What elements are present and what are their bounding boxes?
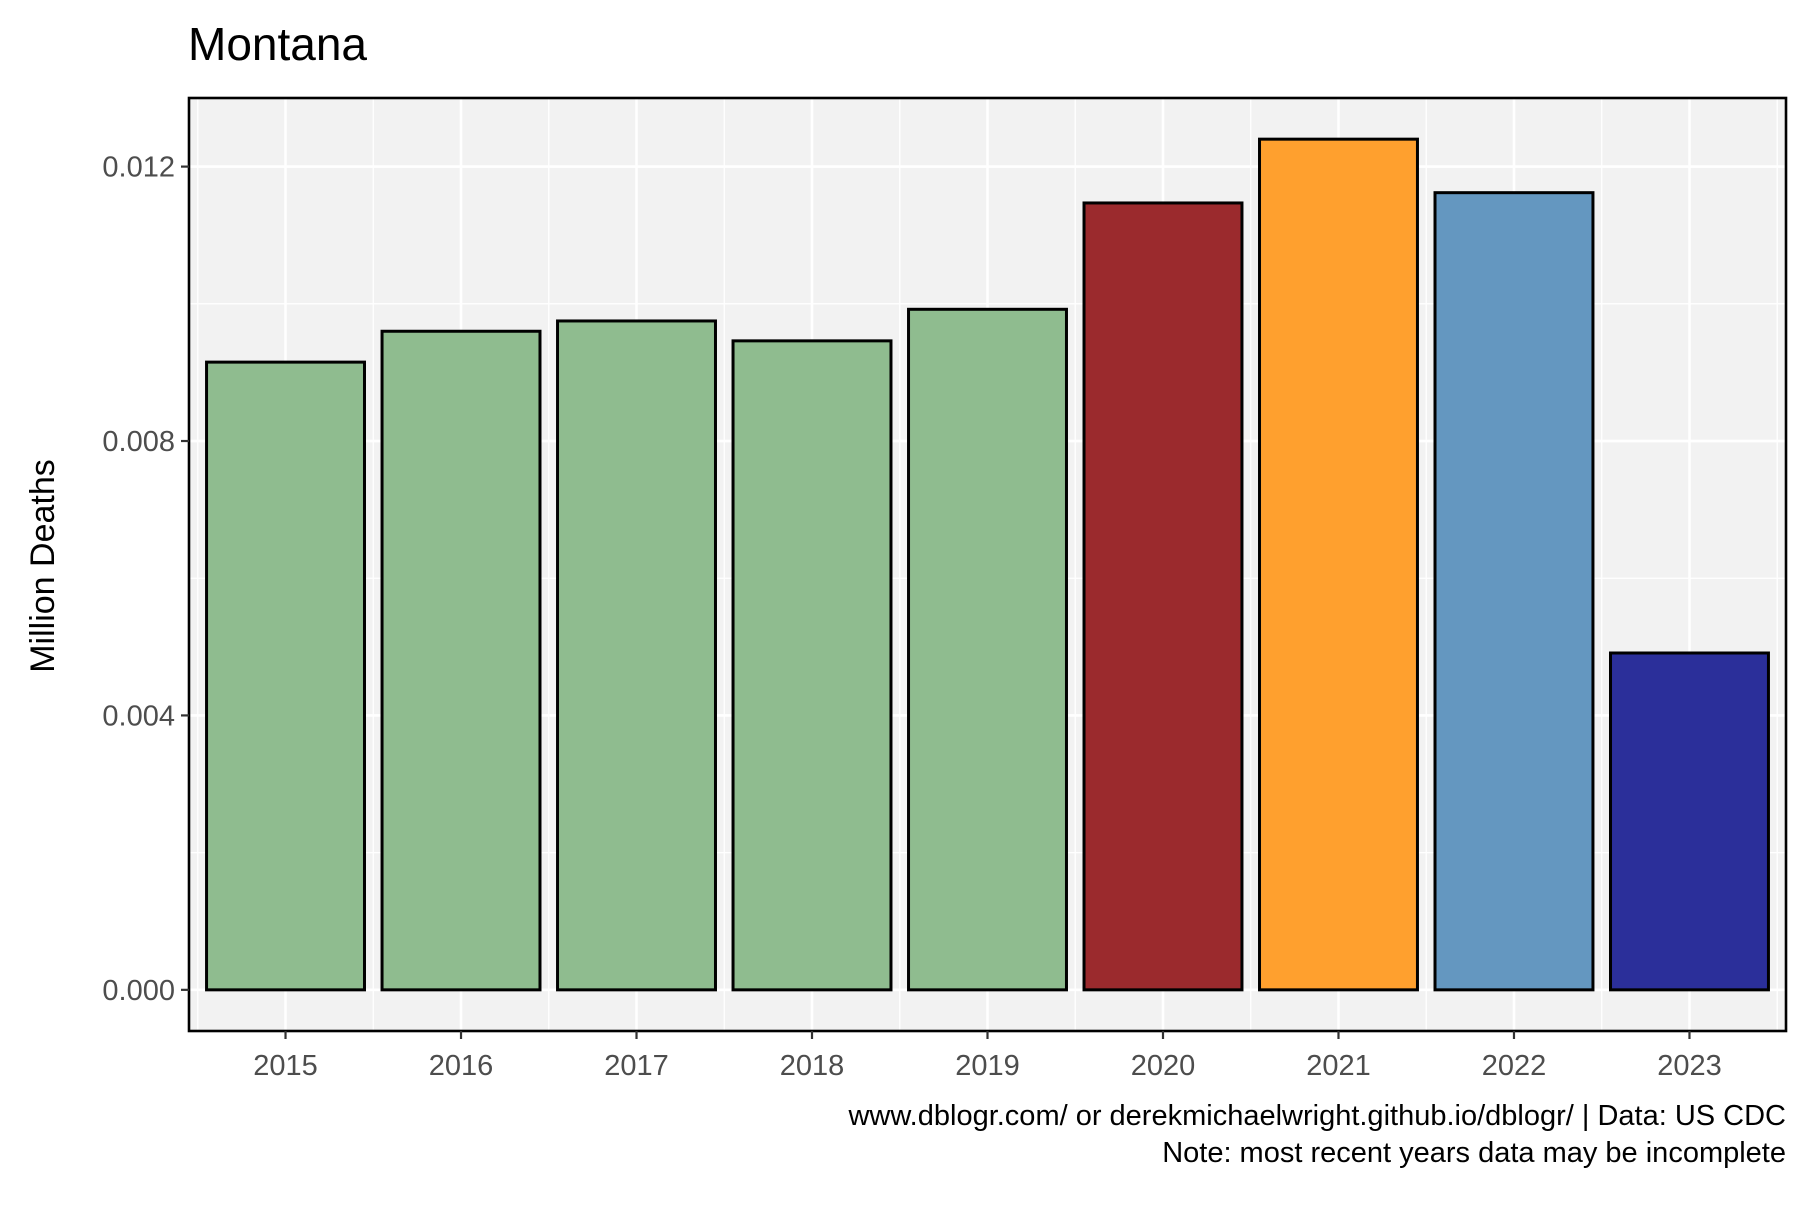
bar-2019 (907, 307, 1068, 992)
x-tick-label: 2016 (429, 1050, 494, 1082)
chart-title: Montana (188, 18, 367, 70)
caption-line-1: www.dblogr.com/ or derekmichaelwright.gi… (847, 1100, 1786, 1132)
y-tick-label: 0.004 (102, 700, 175, 732)
bar-2016 (380, 329, 542, 992)
x-tick-label: 2023 (1657, 1050, 1722, 1082)
bar-2022 (1433, 191, 1595, 992)
x-tick-label: 2017 (604, 1050, 669, 1082)
bar-2021 (1258, 137, 1419, 992)
y-tick-label: 0.008 (102, 426, 175, 458)
x-tick-label: 2019 (955, 1050, 1020, 1082)
x-tick-label: 2022 (1482, 1050, 1547, 1082)
y-tick-label: 0.000 (102, 975, 175, 1007)
bar-2015 (205, 360, 366, 992)
caption-line-2: Note: most recent years data may be inco… (1162, 1137, 1786, 1169)
bar-2017 (556, 319, 717, 992)
y-axis-label: Million Deaths (24, 459, 62, 673)
x-tick-label: 2018 (780, 1050, 845, 1082)
bar-2018 (731, 339, 893, 992)
bar-2023 (1609, 651, 1770, 992)
y-tick-label: 0.012 (102, 152, 175, 184)
x-tick-label: 2015 (253, 1050, 318, 1082)
bar-2020 (1082, 201, 1244, 992)
x-tick-label: 2021 (1306, 1050, 1371, 1082)
x-tick-label: 2020 (1131, 1050, 1196, 1082)
